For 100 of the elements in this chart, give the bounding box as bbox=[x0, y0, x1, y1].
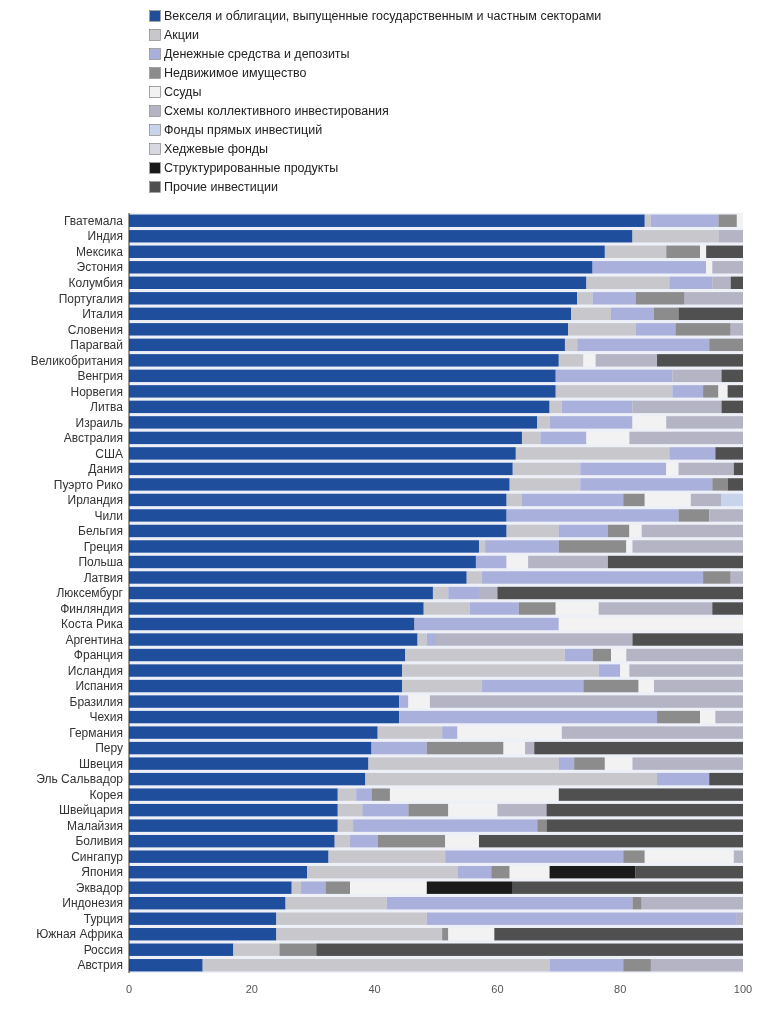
bar bbox=[721, 369, 743, 383]
bar bbox=[635, 323, 676, 336]
bar bbox=[445, 850, 624, 863]
bar bbox=[478, 540, 486, 553]
bar bbox=[721, 493, 743, 507]
bar bbox=[669, 447, 716, 460]
bar bbox=[555, 369, 673, 383]
bar bbox=[712, 602, 743, 615]
bar bbox=[506, 493, 522, 507]
y-tick-label: Израиль bbox=[75, 415, 123, 430]
bar bbox=[129, 462, 513, 476]
bar bbox=[475, 555, 507, 569]
bar bbox=[399, 710, 658, 724]
legend-label: Денежные средства и депозиты bbox=[164, 47, 350, 61]
bar bbox=[706, 245, 743, 258]
bar bbox=[607, 555, 743, 569]
bar bbox=[684, 292, 743, 305]
y-tick-label: Дания bbox=[88, 462, 123, 477]
bar bbox=[423, 602, 470, 615]
bar bbox=[377, 726, 443, 739]
bar bbox=[583, 679, 639, 693]
bar bbox=[709, 338, 743, 352]
y-tick-label: Швеция bbox=[79, 756, 123, 771]
bar bbox=[718, 230, 743, 243]
bar bbox=[129, 214, 645, 227]
bar bbox=[515, 447, 670, 460]
bar bbox=[497, 586, 743, 600]
bar bbox=[620, 664, 630, 677]
y-tick-label: Люксембург bbox=[56, 586, 124, 601]
bar bbox=[491, 865, 510, 879]
bar bbox=[555, 602, 599, 615]
bar bbox=[733, 462, 743, 476]
bar bbox=[129, 369, 556, 383]
bar bbox=[641, 897, 743, 910]
y-tick-label: Литва bbox=[90, 400, 124, 415]
bar bbox=[129, 323, 569, 336]
bar bbox=[414, 617, 559, 631]
bar bbox=[129, 307, 572, 321]
bar bbox=[650, 959, 743, 972]
bar bbox=[549, 400, 562, 414]
bar bbox=[129, 524, 507, 538]
bar bbox=[506, 524, 559, 538]
bar bbox=[558, 524, 608, 538]
bar bbox=[448, 803, 498, 817]
bar bbox=[129, 803, 338, 817]
bar bbox=[129, 928, 277, 941]
x-tick-label: 40 bbox=[368, 983, 381, 995]
bar bbox=[610, 307, 654, 321]
y-tick-label: Финляндия bbox=[60, 601, 123, 616]
x-tick-label: 0 bbox=[125, 983, 133, 995]
bar bbox=[644, 493, 691, 507]
x-tick-label: 100 bbox=[733, 983, 753, 995]
bar bbox=[626, 648, 743, 662]
bar bbox=[442, 726, 458, 739]
bar bbox=[546, 803, 743, 817]
legend-label: Структурированные продукты bbox=[164, 161, 339, 175]
y-tick-label: Ирландия bbox=[67, 493, 123, 508]
bar bbox=[506, 555, 529, 569]
legend-label: Хеджевые фонды bbox=[164, 142, 269, 156]
bar bbox=[482, 571, 704, 584]
bar bbox=[129, 354, 559, 367]
bar bbox=[537, 819, 547, 832]
bar bbox=[129, 850, 329, 863]
bar bbox=[715, 710, 743, 724]
bar bbox=[657, 772, 710, 786]
y-tick-label: Чили bbox=[94, 508, 123, 523]
legend-label: Акции bbox=[164, 28, 199, 42]
bar bbox=[129, 385, 556, 398]
bar bbox=[129, 865, 308, 879]
bar bbox=[718, 214, 737, 227]
x-tick-label: 60 bbox=[491, 983, 504, 995]
bar bbox=[521, 493, 624, 507]
legend-label: Прочие инвестиции bbox=[164, 180, 278, 194]
bar bbox=[672, 369, 722, 383]
bar bbox=[537, 416, 550, 429]
y-tick-label: Исландия bbox=[67, 663, 123, 678]
bar bbox=[604, 757, 633, 770]
bar bbox=[457, 726, 562, 739]
bar bbox=[129, 478, 510, 491]
bar bbox=[549, 865, 636, 879]
bar bbox=[129, 788, 338, 801]
bar bbox=[129, 633, 418, 646]
bar bbox=[549, 416, 633, 429]
bar bbox=[426, 741, 504, 755]
bar bbox=[402, 679, 483, 693]
bar bbox=[417, 633, 427, 646]
bar bbox=[592, 648, 611, 662]
bar bbox=[641, 524, 743, 538]
bar bbox=[129, 710, 400, 724]
bar bbox=[356, 788, 372, 801]
bar bbox=[666, 245, 701, 258]
bar bbox=[368, 757, 559, 770]
bar bbox=[712, 276, 731, 289]
bar bbox=[478, 586, 498, 600]
bar bbox=[549, 959, 624, 972]
bar bbox=[129, 338, 565, 352]
bar bbox=[610, 648, 627, 662]
bar bbox=[129, 416, 538, 429]
bar bbox=[678, 462, 734, 476]
bar bbox=[478, 834, 743, 848]
